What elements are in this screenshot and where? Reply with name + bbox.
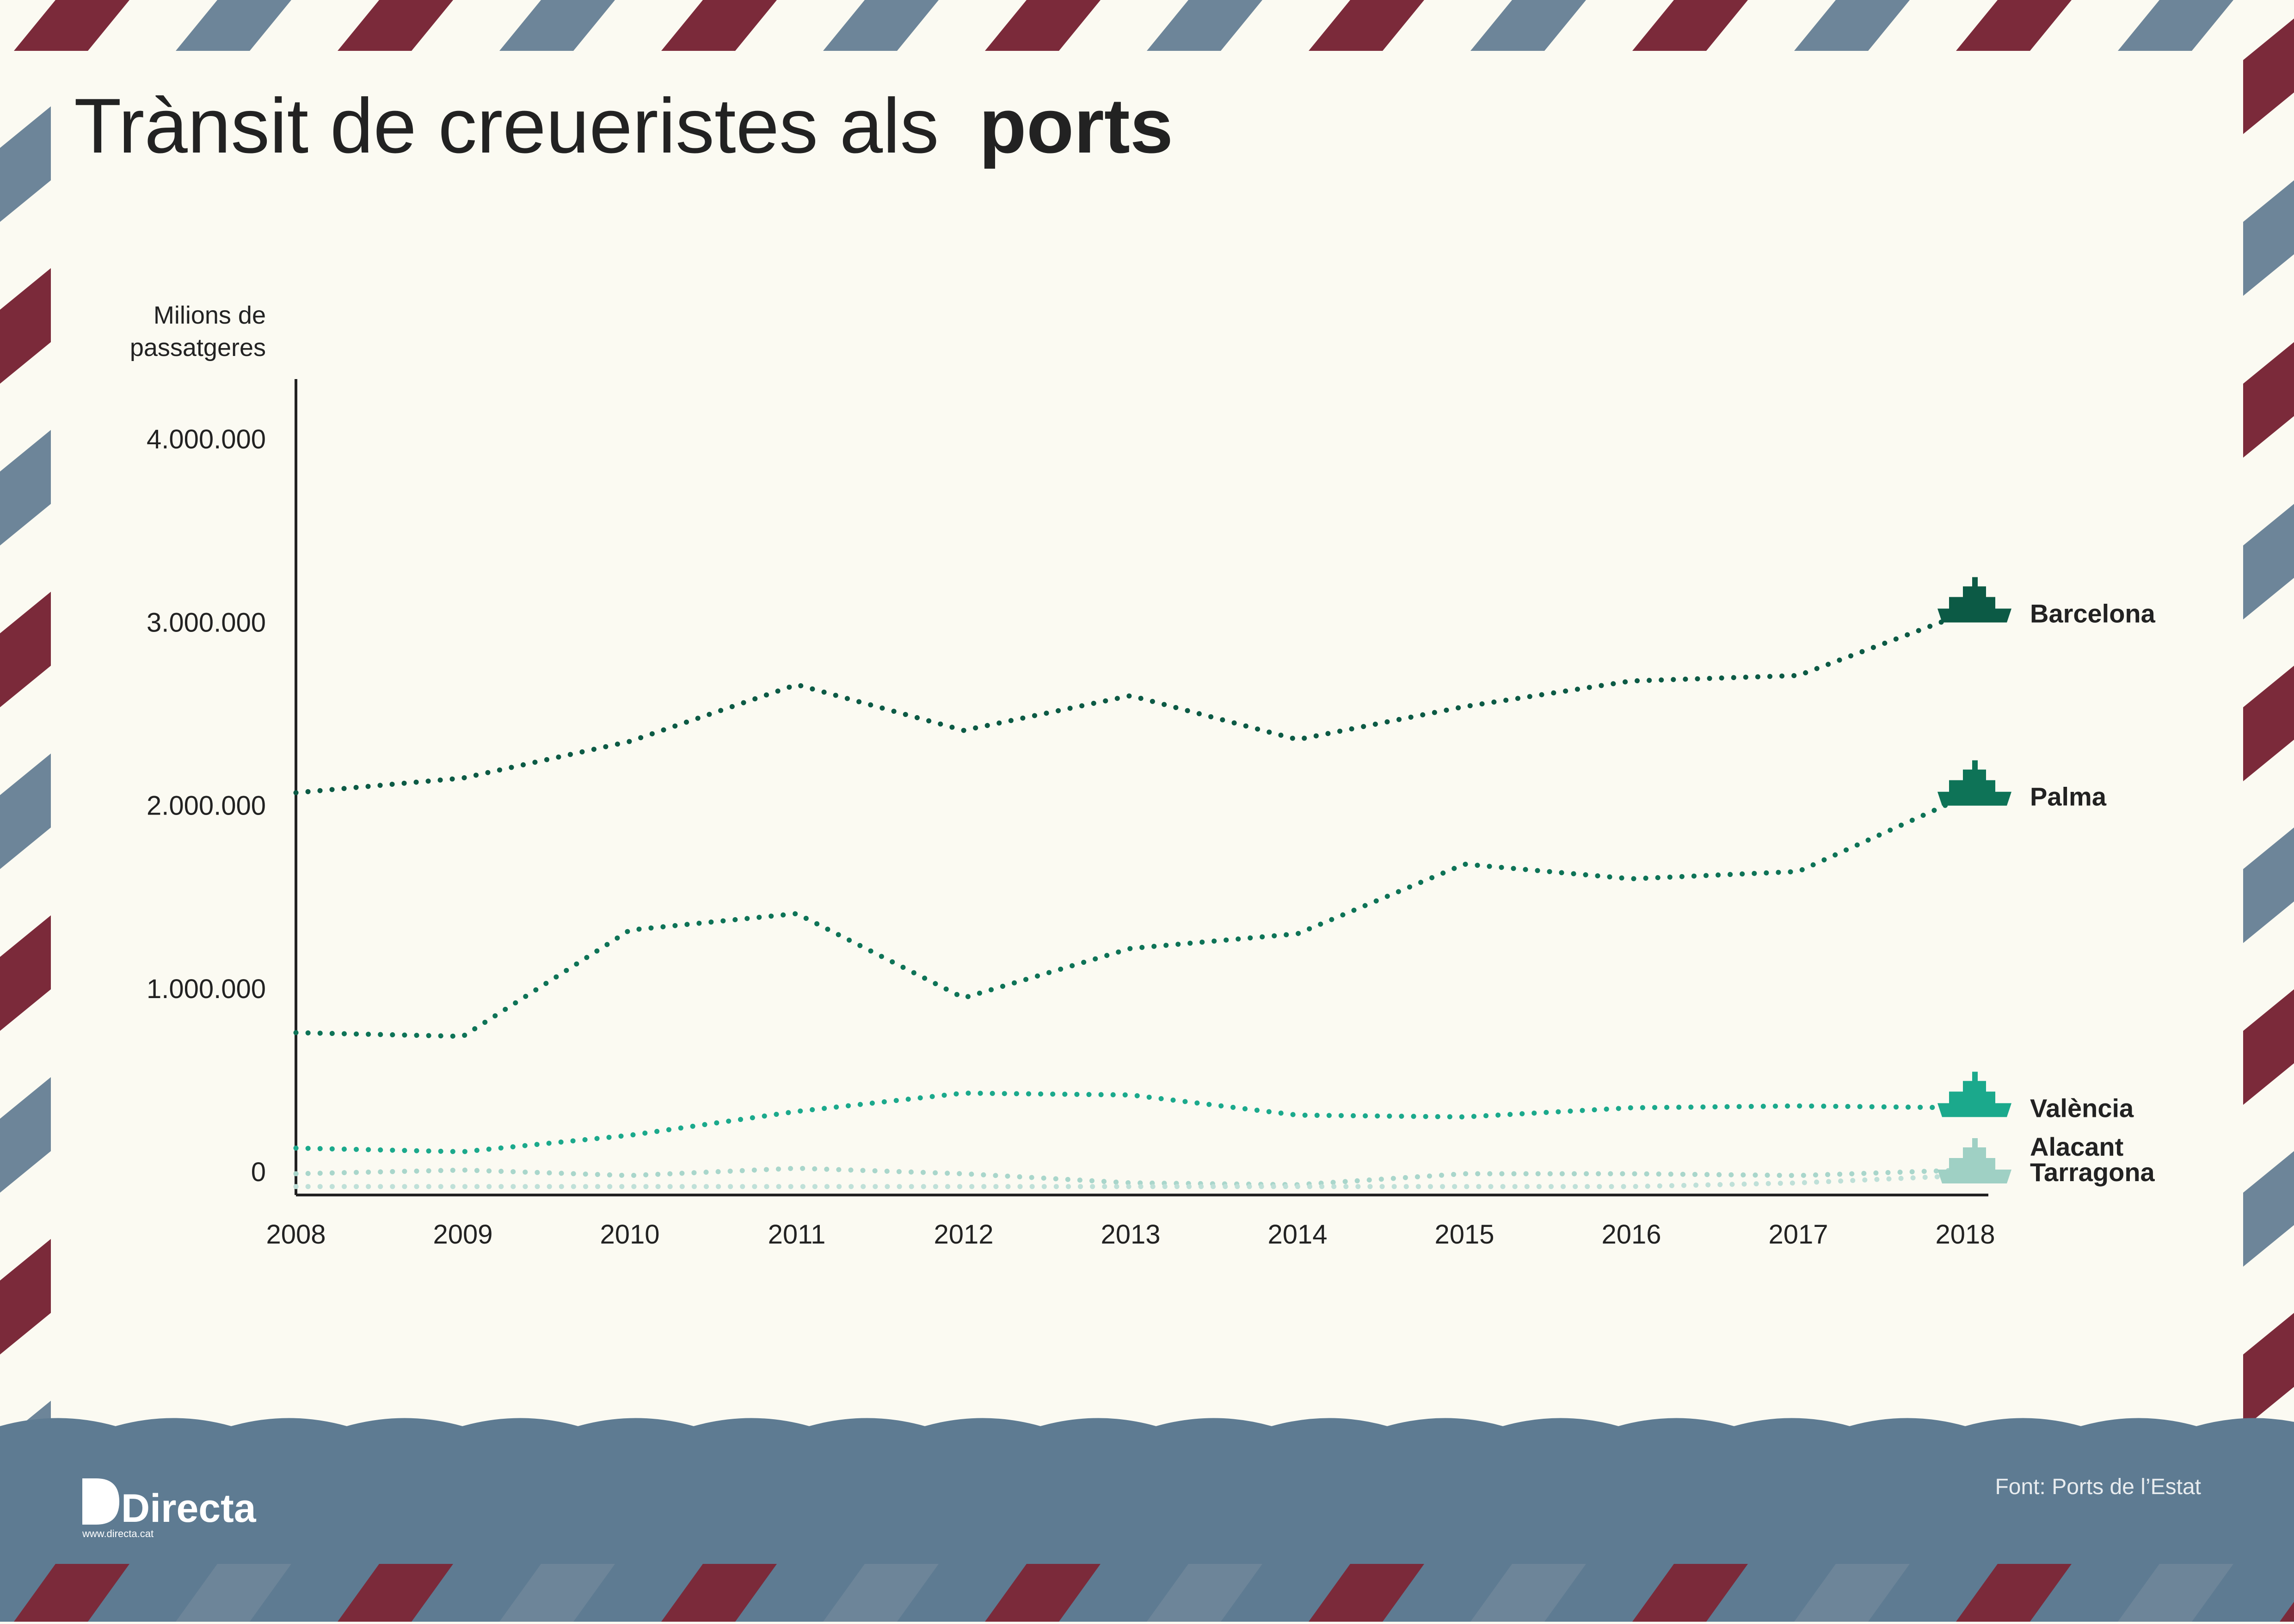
border-stripe bbox=[1309, 0, 1424, 51]
border-stripe bbox=[661, 0, 777, 51]
border-stripe bbox=[2243, 1151, 2294, 1267]
series-line-barcelona bbox=[296, 613, 1965, 792]
border-stripe bbox=[0, 106, 51, 222]
border-stripe bbox=[2243, 1313, 2294, 1428]
series-line-tarragona bbox=[296, 1176, 1965, 1187]
y-tick-label: 2.000.000 bbox=[147, 791, 266, 821]
x-tick-label: 2017 bbox=[1768, 1220, 1828, 1250]
series-label-tarragona: Tarragona bbox=[2030, 1158, 2155, 1187]
x-tick-label: 2018 bbox=[1935, 1220, 1995, 1250]
ship-icon bbox=[1937, 760, 2011, 806]
x-tick-label: 2009 bbox=[433, 1220, 492, 1250]
ship-icon bbox=[1937, 577, 2011, 622]
border-stripe bbox=[985, 0, 1101, 51]
series-label-valència: València bbox=[2030, 1093, 2134, 1122]
series-label-alacant: Alacant bbox=[2030, 1132, 2123, 1161]
y-axis-label-line2: passatgeres bbox=[130, 334, 266, 362]
series-line-valència bbox=[296, 1093, 1965, 1152]
x-tick-label: 2008 bbox=[266, 1220, 326, 1250]
border-stripe bbox=[1147, 0, 1262, 51]
series-label-palma: Palma bbox=[2030, 782, 2107, 811]
x-tick-label: 2016 bbox=[1601, 1220, 1661, 1250]
y-tick-label: 4.000.000 bbox=[147, 424, 266, 454]
border-stripe bbox=[0, 754, 51, 869]
border-stripe bbox=[2243, 504, 2294, 619]
x-tick-label: 2014 bbox=[1267, 1220, 1327, 1250]
border-stripe bbox=[2243, 989, 2294, 1105]
border-stripe bbox=[823, 0, 939, 51]
border-stripe bbox=[1956, 0, 2072, 51]
x-tick-label: 2011 bbox=[768, 1220, 826, 1250]
border-stripe bbox=[0, 268, 51, 384]
border-stripe bbox=[499, 0, 615, 51]
border-stripe bbox=[0, 915, 51, 1031]
y-tick-labels: 0 1.000.000 2.000.000 3.000.000 4.000.000 bbox=[147, 424, 266, 1187]
source-note: Font: Ports de l’Estat bbox=[1995, 1475, 2201, 1499]
border-stripe bbox=[0, 1239, 51, 1354]
brand-name: Directa bbox=[121, 1486, 257, 1531]
series-lines bbox=[296, 613, 1965, 1186]
y-axis-label-line1: Milions de bbox=[154, 301, 266, 329]
ship-icon bbox=[1937, 1072, 2011, 1117]
x-tick-label: 2010 bbox=[600, 1220, 659, 1250]
title-regular: Trànsit de creueristes als bbox=[74, 82, 939, 169]
title-bold: ports bbox=[979, 82, 1173, 169]
border-stripe bbox=[1632, 0, 1748, 51]
border-stripe bbox=[1470, 0, 1586, 51]
page-title: Trànsit de creueristes als ports bbox=[74, 82, 1173, 169]
brand-url: www.directa.cat bbox=[82, 1528, 154, 1539]
directa-logo-mark bbox=[82, 1478, 119, 1525]
x-tick-label: 2013 bbox=[1101, 1220, 1160, 1250]
border-stripe bbox=[1794, 0, 1910, 51]
border-stripe bbox=[2118, 0, 2233, 51]
series-label-barcelona: Barcelona bbox=[2030, 599, 2156, 628]
series-line-alacant bbox=[296, 1168, 1965, 1185]
series-line-palma bbox=[296, 797, 1965, 1036]
border-stripes-left bbox=[0, 106, 51, 1516]
border-stripe bbox=[338, 0, 453, 51]
y-tick-label: 1.000.000 bbox=[147, 974, 266, 1004]
border-stripe bbox=[14, 0, 129, 51]
sea-band bbox=[0, 1418, 2294, 1622]
border-stripes-right bbox=[2243, 18, 2294, 1428]
border-stripe bbox=[2243, 342, 2294, 458]
directa-logo: Directa www.directa.cat bbox=[82, 1478, 257, 1539]
border-stripe bbox=[2243, 666, 2294, 781]
border-stripe bbox=[0, 592, 51, 707]
border-stripe bbox=[2243, 18, 2294, 134]
border-stripe bbox=[2243, 180, 2294, 296]
y-tick-label: 0 bbox=[251, 1157, 266, 1187]
x-tick-label: 2015 bbox=[1434, 1220, 1494, 1250]
ship-icon bbox=[1937, 1138, 2011, 1183]
x-tick-label: 2012 bbox=[934, 1220, 993, 1250]
border-stripe bbox=[0, 430, 51, 545]
border-stripe bbox=[0, 1077, 51, 1193]
border-stripe bbox=[176, 0, 291, 51]
border-stripe bbox=[2243, 827, 2294, 943]
x-tick-labels: 2008 2009 2010 2011 2012 2013 2014 2015 2016 2017… bbox=[266, 1220, 1995, 1250]
y-tick-label: 3.000.000 bbox=[147, 607, 266, 637]
border-stripes-top bbox=[14, 0, 2294, 51]
